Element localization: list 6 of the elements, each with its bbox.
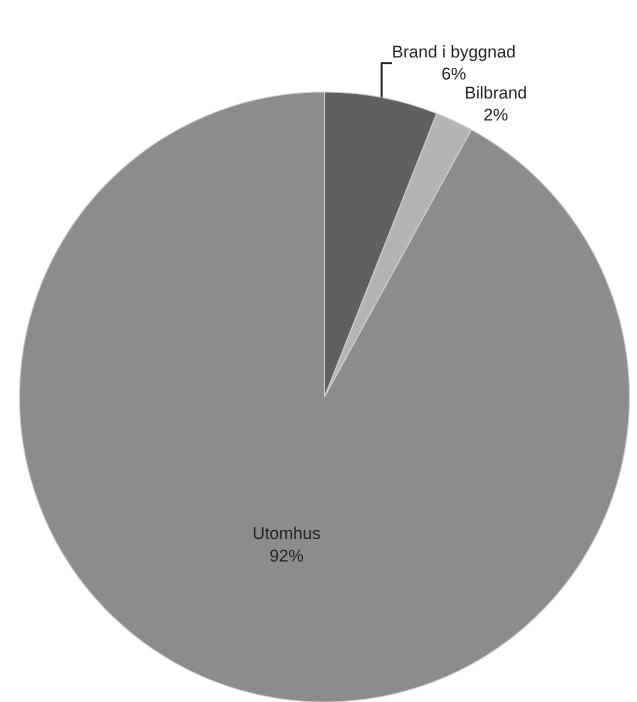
data-label: 2% xyxy=(484,106,508,125)
slice-label: Brand i byggnad xyxy=(392,42,516,62)
slice-label: Utomhus xyxy=(252,524,321,544)
slice-label: Bilbrand xyxy=(464,84,528,103)
data-label: 92% xyxy=(270,546,304,566)
data-label: 6% xyxy=(442,64,466,84)
